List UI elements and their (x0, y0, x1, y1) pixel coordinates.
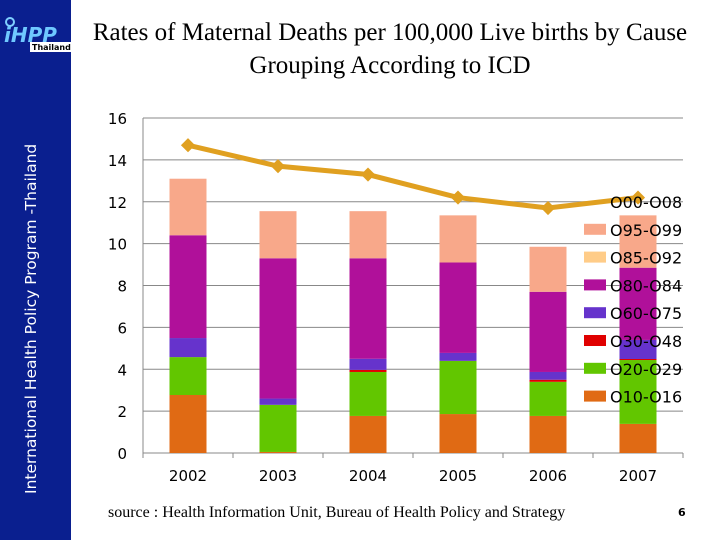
bar-segment-O10-O16 (169, 395, 207, 453)
ihpp-logo: iHPP Thailand (4, 17, 71, 52)
bar-segment-O10-O16 (619, 423, 657, 453)
bar-segment-O60-O75 (259, 398, 297, 405)
bar-segment-O10-O16 (529, 415, 567, 453)
bar-segment-O60-O75 (439, 352, 477, 361)
sidebar: iHPP Thailand International Health Polic… (0, 0, 71, 540)
x-tick-label: 2004 (349, 467, 387, 485)
x-tick-label: 2002 (169, 467, 207, 485)
legend-label: O85-O92 (610, 249, 682, 268)
bar-segment-O80-O84 (259, 258, 297, 399)
legend-label: O10-O16 (610, 388, 682, 407)
x-tick-label: 2006 (529, 467, 567, 485)
bar-segment-O95-O99 (349, 211, 387, 259)
y-tick-label: 2 (117, 403, 127, 421)
bar-segment-O60-O75 (619, 339, 657, 359)
legend-label: O00-O08 (610, 193, 682, 212)
legend-label: O20-O29 (610, 360, 682, 379)
bar-segment-O95-O99 (529, 246, 567, 292)
legend-swatch (584, 335, 606, 346)
legend-label: O80-O84 (610, 276, 682, 295)
line-marker (180, 138, 196, 153)
bar-segment-O20-O29 (259, 404, 297, 452)
legend-label: O95-O99 (610, 221, 682, 240)
x-tick-label: 2005 (439, 467, 477, 485)
x-tick-label: 2003 (259, 467, 297, 485)
bar-segment-O30-O48 (529, 379, 567, 382)
legend-swatch (584, 223, 606, 235)
legend-swatch (584, 390, 606, 402)
bar-segment-O80-O84 (619, 267, 657, 340)
x-tick-label: 2007 (619, 467, 657, 485)
bar-segment-O10-O16 (439, 414, 477, 453)
bar-segment-O60-O75 (169, 338, 207, 358)
line-marker (540, 200, 556, 216)
y-tick-label: 6 (117, 319, 127, 337)
bar-segment-O20-O29 (529, 381, 567, 416)
line-marker (270, 159, 286, 174)
bar-segment-O30-O48 (619, 358, 657, 361)
bar-segment-O95-O99 (169, 178, 207, 236)
legend-label: O30-O48 (610, 332, 682, 351)
bar-segment-O60-O75 (529, 371, 567, 380)
bar-segment-O10-O16 (259, 451, 297, 453)
line-series-O00-O08 (187, 142, 639, 211)
y-tick-label: 8 (117, 278, 127, 296)
bar-segment-O80-O84 (169, 235, 207, 339)
legend-swatch (584, 279, 606, 291)
y-tick-label: 0 (117, 445, 127, 463)
slide-title: Rates of Maternal Deaths per 100,000 Liv… (92, 19, 688, 79)
bar-segment-O80-O84 (439, 262, 477, 353)
y-tick-label: 14 (108, 152, 127, 170)
legend-swatch (584, 362, 606, 374)
bar-segment-O10-O16 (349, 415, 387, 453)
bar-segment-O20-O29 (619, 360, 657, 424)
bar-segment-O95-O99 (619, 215, 657, 268)
line-marker (360, 167, 376, 182)
legend-swatch (584, 251, 606, 263)
bar-segment-O20-O29 (349, 371, 387, 416)
line-marker (630, 190, 646, 205)
legend-swatch (584, 307, 606, 319)
bar-segment-O95-O99 (439, 215, 477, 263)
page-number: 6 (678, 506, 686, 519)
y-tick-label: 16 (108, 110, 127, 128)
bar-segment-O20-O29 (439, 360, 477, 415)
bar-segment-O60-O75 (349, 358, 387, 370)
bar-segment-O30-O48 (349, 369, 387, 372)
y-tick-label: 4 (117, 361, 127, 379)
bar-segment-O20-O29 (169, 357, 207, 396)
bar-segment-O80-O84 (349, 258, 387, 359)
y-tick-label: 10 (108, 236, 127, 254)
svg-text:Thailand: Thailand (32, 43, 71, 52)
bar-segment-O95-O99 (259, 211, 297, 259)
source-note: source : Health Information Unit, Bureau… (108, 504, 566, 521)
bar-segment-O80-O84 (529, 291, 567, 372)
legend-label: O60-O75 (610, 304, 682, 323)
y-tick-label: 12 (108, 194, 127, 212)
line-marker (450, 190, 466, 205)
